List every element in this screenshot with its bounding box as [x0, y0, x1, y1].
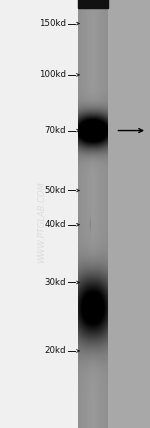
Bar: [78, 0, 108, 8]
Text: 30kd: 30kd: [45, 278, 66, 287]
Bar: [108, 0, 150, 428]
Text: 50kd: 50kd: [45, 186, 66, 195]
Text: 100kd: 100kd: [39, 70, 66, 80]
Text: 20kd: 20kd: [45, 346, 66, 356]
Text: 150kd: 150kd: [39, 19, 66, 28]
Text: 70kd: 70kd: [45, 126, 66, 135]
Text: 40kd: 40kd: [45, 220, 66, 229]
Text: WWW.PTGLAB.COM: WWW.PTGLAB.COM: [38, 181, 46, 264]
